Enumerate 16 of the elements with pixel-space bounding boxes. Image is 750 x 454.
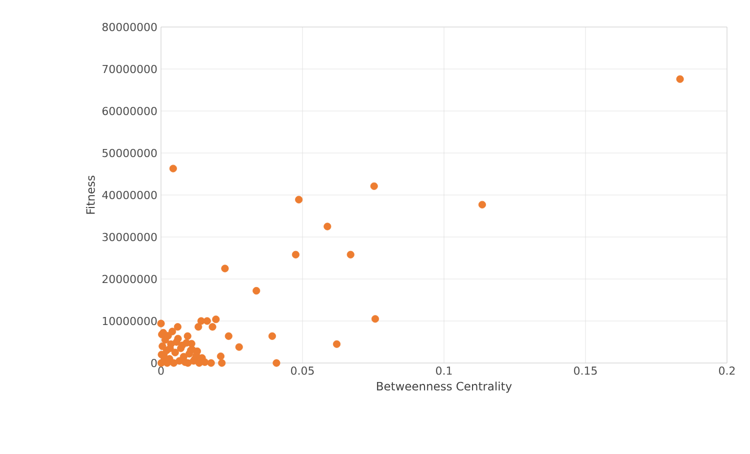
x-tick-label: 0.1 <box>436 366 452 375</box>
x-tick-label: 0.15 <box>574 366 597 375</box>
x-tick-label: 0 <box>158 366 164 375</box>
x-axis-title: Betweenness Centrality <box>377 382 512 393</box>
y-tick-label: 70000000 <box>102 64 157 74</box>
y-tick-label: 10000000 <box>102 316 157 326</box>
x-tick-label: 0.2 <box>719 366 735 375</box>
y-tick-label: 20000000 <box>102 274 157 284</box>
y-tick-label: 60000000 <box>102 106 157 116</box>
y-tick-label: 50000000 <box>102 148 157 158</box>
y-tick-label: 0 <box>151 358 157 368</box>
y-axis-title: Fitness <box>86 176 95 214</box>
x-tick-label: 0.05 <box>291 366 314 375</box>
y-tick-label: 80000000 <box>102 22 157 32</box>
y-tick-label: 30000000 <box>102 232 157 242</box>
y-tick-label: 40000000 <box>102 190 157 200</box>
